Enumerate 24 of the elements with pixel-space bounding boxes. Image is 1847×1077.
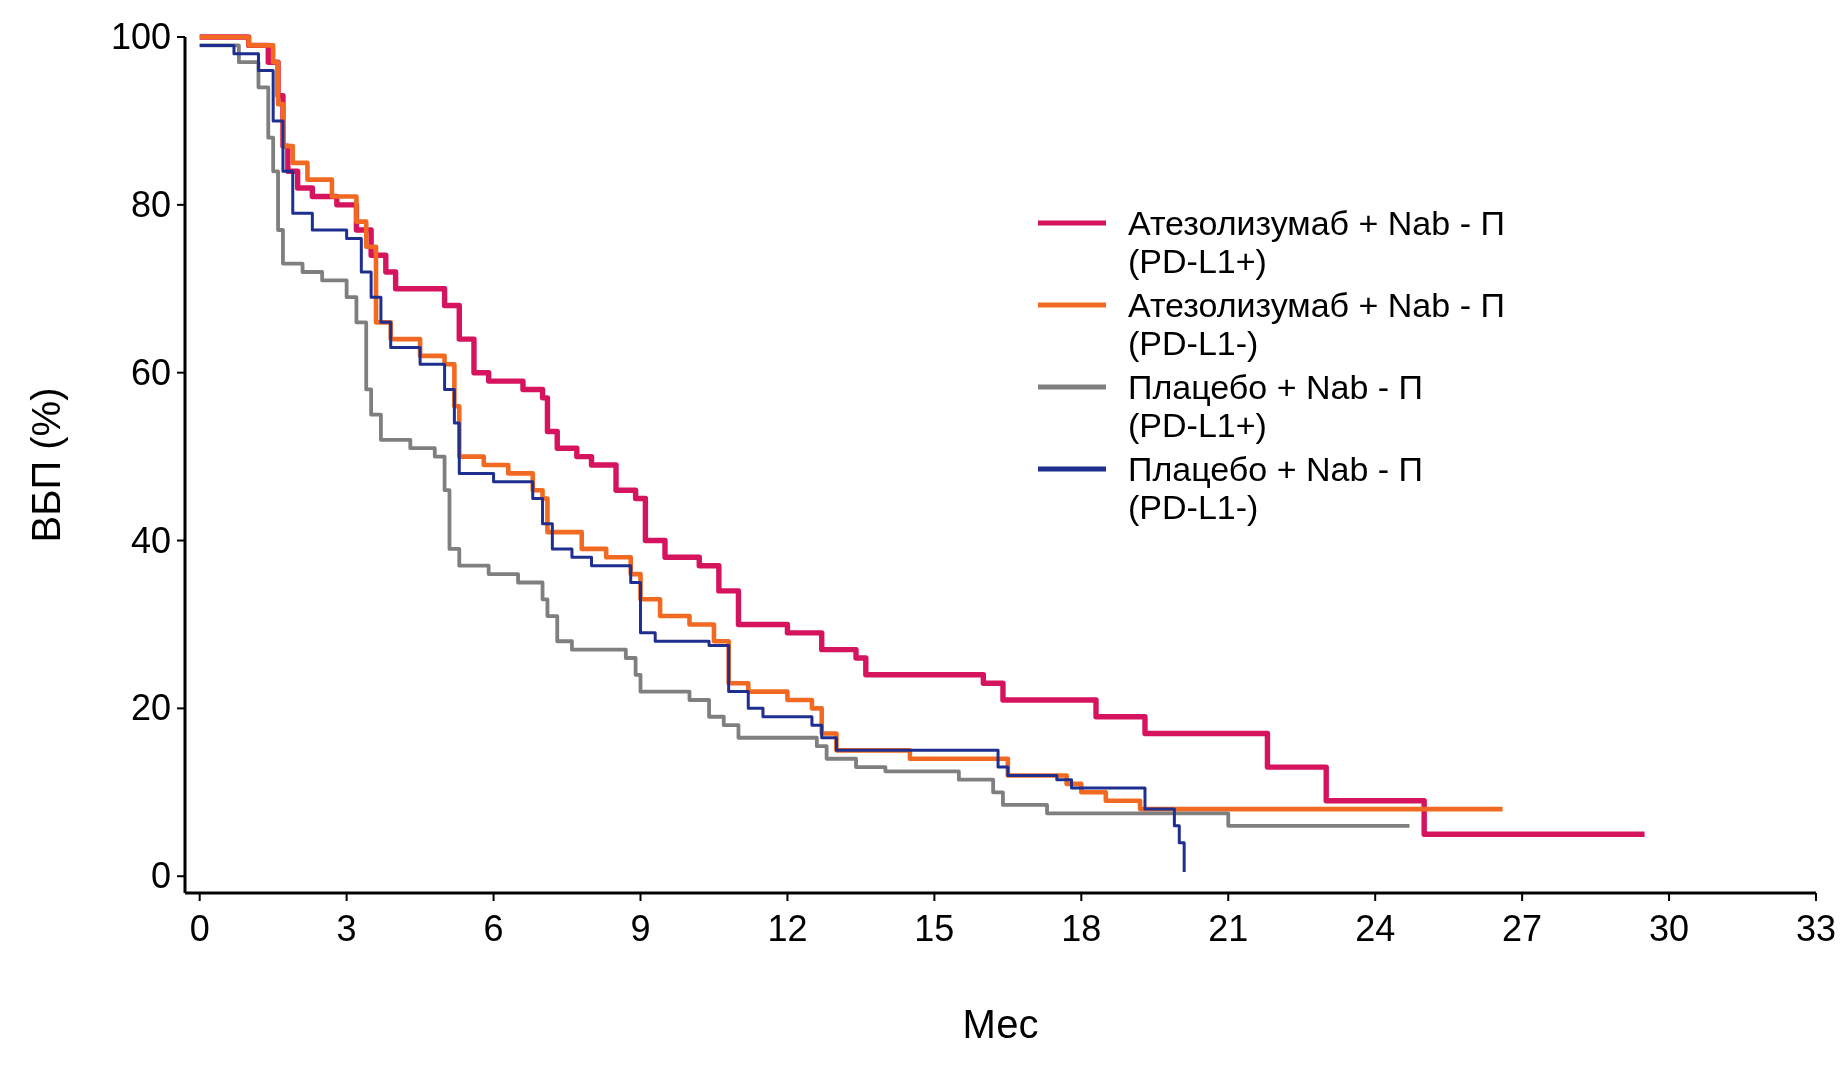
y-tick-label: 20: [130, 687, 171, 729]
x-tick-label: 0: [189, 908, 210, 949]
legend-label: Атезолизумаб + Nab - П (PD-L1-): [1128, 286, 1505, 362]
y-tick-label: 60: [130, 351, 171, 393]
x-tick-label: 24: [1355, 908, 1396, 949]
x-tick-label: 27: [1502, 908, 1543, 949]
x-tick-label: 33: [1795, 908, 1837, 949]
x-tick-label: 15: [914, 908, 955, 949]
y-tick-label: 100: [110, 16, 171, 57]
legend-label: Плацебо + Nab - П (PD-L1-): [1128, 450, 1423, 526]
y-axis-title: ВБП (%): [24, 387, 68, 543]
x-tick-label: 9: [630, 908, 651, 949]
x-tick-label: 21: [1208, 908, 1249, 949]
y-tick-label: 40: [130, 519, 171, 561]
legend-label: Плацебо + Nab - П (PD-L1+): [1128, 368, 1423, 444]
y-tick-label: 80: [130, 183, 171, 225]
x-tick-label: 18: [1061, 908, 1102, 949]
x-axis-title: Мес: [962, 1002, 1039, 1046]
x-tick-label: 30: [1649, 908, 1690, 949]
x-tick-label: 3: [336, 908, 357, 949]
y-tick-label: 0: [150, 855, 171, 897]
legend-label: Атезолизумаб + Nab - П (PD-L1+): [1128, 204, 1505, 280]
x-tick-label: 6: [483, 908, 504, 949]
x-tick-label: 12: [767, 908, 808, 949]
